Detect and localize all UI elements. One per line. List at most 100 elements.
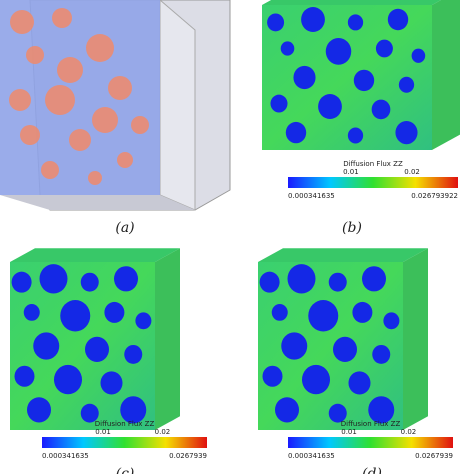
- inclusion: [100, 371, 123, 395]
- inclusion: [88, 171, 102, 185]
- inclusion: [308, 300, 339, 332]
- inclusion: [270, 94, 288, 113]
- inclusion: [108, 76, 132, 100]
- inclusion: [347, 127, 364, 144]
- inclusion: [131, 116, 149, 134]
- inclusion: [387, 8, 409, 31]
- inclusion: [14, 365, 35, 387]
- colorbar-max: 0.0267939: [169, 452, 207, 460]
- colorbar-max: 0.026793922: [411, 192, 458, 200]
- cube-top: [262, 0, 442, 5]
- inclusion: [33, 332, 60, 360]
- inclusion: [348, 371, 371, 395]
- inclusion: [10, 10, 34, 34]
- inclusion: [325, 38, 352, 65]
- colorbar-bar: [288, 437, 453, 448]
- inclusion: [333, 336, 357, 362]
- colorbar: Diffusion Flux ZZ0.01 0.02 0.000341635 0.02…: [288, 160, 458, 200]
- cube-render: [262, 0, 460, 150]
- inclusion: [271, 304, 288, 321]
- inclusion: [318, 94, 342, 119]
- inclusion: [69, 129, 91, 151]
- cube-top: [10, 248, 180, 262]
- colorbar-tick: 0.01: [341, 428, 357, 436]
- colorbar-title: Diffusion Flux ZZ: [343, 160, 403, 168]
- colorbar-tick: 0.02: [401, 428, 417, 436]
- colorbar-min: 0.000341635: [288, 192, 335, 200]
- inclusion: [114, 266, 138, 292]
- inclusion: [411, 48, 426, 63]
- inclusion: [41, 161, 59, 179]
- inclusion: [124, 344, 143, 364]
- inclusion: [347, 14, 364, 31]
- inclusion: [383, 312, 400, 330]
- colorbar-title: Diffusion Flux ZZ: [95, 420, 155, 428]
- panel-label: (b): [342, 220, 362, 236]
- inclusion: [287, 264, 316, 294]
- inclusion: [23, 304, 40, 321]
- inclusion: [120, 396, 147, 424]
- cube-side: [155, 248, 180, 430]
- colorbar-tick: 0.01: [95, 428, 111, 436]
- inclusion: [57, 57, 83, 83]
- inclusion: [117, 152, 133, 168]
- inclusion: [80, 272, 99, 292]
- inclusion: [353, 69, 375, 92]
- inclusion: [275, 397, 299, 423]
- inclusion: [267, 13, 285, 32]
- colorbar-title: Diffusion Flux ZZ: [341, 420, 401, 428]
- inclusion: [80, 403, 99, 423]
- panel-a-render: [0, 0, 231, 211]
- panel-label: (c): [116, 466, 135, 474]
- inclusion: [11, 271, 32, 293]
- inclusion: [280, 41, 295, 56]
- inclusion: [301, 7, 325, 32]
- inclusions: [9, 8, 149, 185]
- inclusion: [372, 344, 391, 364]
- inclusion: [371, 99, 391, 120]
- inclusion: [262, 365, 283, 387]
- colorbar-tick: 0.02: [404, 168, 420, 176]
- colorbar-tick: 0.01: [343, 168, 359, 176]
- inclusion: [135, 312, 152, 330]
- cube-render: [258, 248, 428, 430]
- inclusion: [352, 301, 373, 323]
- inclusion: [285, 121, 307, 144]
- inclusion: [328, 403, 347, 423]
- inclusion: [26, 46, 44, 64]
- inclusion: [281, 332, 308, 360]
- inclusion: [86, 34, 114, 62]
- inclusion: [395, 120, 418, 145]
- inclusion: [104, 301, 125, 323]
- inclusion: [27, 397, 51, 423]
- inclusion: [39, 264, 68, 294]
- inclusion: [398, 76, 415, 93]
- inclusion: [9, 89, 31, 111]
- colorbar-bar: [288, 177, 458, 188]
- colorbar-tick: 0.02: [155, 428, 171, 436]
- cube-side: [403, 248, 428, 430]
- inclusion: [328, 272, 347, 292]
- inclusion: [302, 364, 330, 395]
- colorbar-min: 0.000341635: [42, 452, 89, 460]
- cube-top: [258, 248, 428, 262]
- inclusion: [375, 39, 393, 58]
- inclusion: [293, 65, 316, 90]
- inclusion: [54, 364, 82, 395]
- colorbar: Diffusion Flux ZZ0.01 0.02 0.000341635 0.02…: [42, 420, 207, 460]
- inclusion: [60, 300, 91, 332]
- colorbar: Diffusion Flux ZZ0.01 0.02 0.000341635 0.02…: [288, 420, 453, 460]
- inclusion: [259, 271, 280, 293]
- panel-label: (d): [362, 466, 382, 474]
- cube-render: [10, 248, 180, 430]
- inclusion: [85, 336, 109, 362]
- inclusion: [92, 107, 118, 133]
- cube-side: [432, 0, 460, 150]
- inclusion: [45, 85, 75, 115]
- colorbar-max: 0.0267939: [415, 452, 453, 460]
- inclusion: [20, 125, 40, 145]
- inclusion: [52, 8, 72, 28]
- colorbar-min: 0.000341635: [288, 452, 335, 460]
- inclusion: [362, 266, 386, 292]
